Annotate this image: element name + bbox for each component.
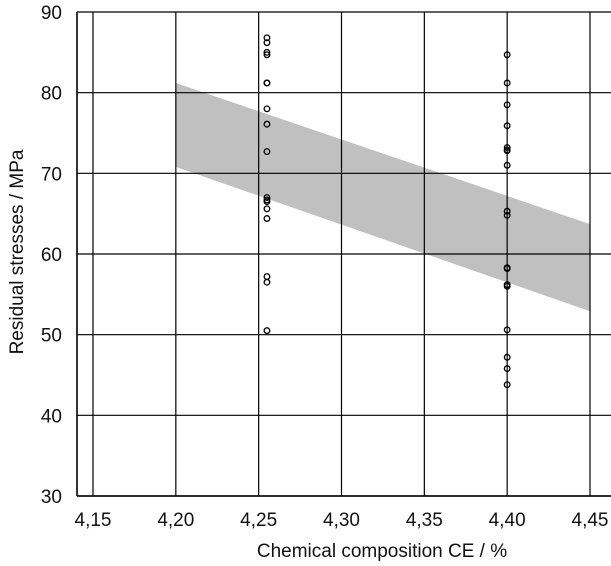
- x-tick-label-3: 4,30: [323, 510, 360, 531]
- y-tick-label-2: 50: [41, 326, 62, 347]
- data-point-3: [263, 51, 271, 59]
- data-point-6: [263, 120, 271, 128]
- y-tick-label-4: 70: [41, 164, 62, 185]
- data-point-12: [263, 215, 271, 222]
- x-tick-label-6: 4,45: [572, 510, 609, 531]
- data-point-8: [263, 194, 271, 201]
- grid-lines: [77, 11, 611, 497]
- data-point-5: [263, 105, 271, 113]
- x-tick-label-4: 4,35: [406, 510, 443, 531]
- data-point-17: [503, 51, 511, 59]
- x-tick-label-0: 4,15: [75, 510, 112, 531]
- y-tick-label-6: 90: [41, 3, 62, 24]
- data-point-7: [263, 148, 271, 156]
- data-point-20: [503, 122, 511, 130]
- data-point-14: [263, 278, 271, 286]
- scatter-band-layer: [175, 82, 591, 312]
- y-axis-title: Residual stresses / MPa: [7, 149, 28, 354]
- data-point-24: [503, 207, 511, 215]
- data-point-34: [503, 146, 511, 154]
- x-tick-label-1: 4,20: [157, 510, 194, 531]
- data-point-2: [263, 48, 271, 56]
- data-point-23: [503, 161, 511, 169]
- data-point-21: [503, 144, 511, 151]
- data-point-31: [503, 353, 511, 361]
- x-tick-label-5: 4,40: [489, 510, 526, 531]
- x-tick-labels: 4,15 4,20 4,25 4,30 4,35 4,40 4,45: [75, 510, 609, 531]
- data-point-25: [503, 211, 511, 219]
- data-point-27: [503, 265, 511, 272]
- y-tick-label-3: 60: [41, 245, 62, 266]
- data-point-15: [263, 327, 271, 335]
- y-tick-label-5: 80: [41, 84, 62, 105]
- data-point-1: [263, 39, 271, 47]
- data-point-0: [263, 34, 271, 42]
- data-point-13: [263, 273, 271, 281]
- y-tick-label-1: 40: [41, 406, 62, 427]
- data-points: [263, 34, 511, 389]
- scatter-band: [175, 82, 591, 312]
- data-point-10: [263, 198, 271, 206]
- x-axis-title: Chemical composition CE / %: [257, 541, 507, 562]
- data-point-32: [503, 365, 511, 372]
- data-point-18: [503, 79, 511, 87]
- data-point-33: [503, 381, 511, 389]
- axes-frame: [76, 12, 611, 497]
- data-point-29: [503, 282, 511, 290]
- data-point-30: [503, 326, 511, 334]
- x-tick-label-2: 4,25: [240, 510, 277, 531]
- y-tick-label-0: 30: [41, 487, 62, 508]
- data-point-16: [263, 79, 271, 87]
- data-point-11: [263, 205, 271, 213]
- y-tick-labels: 30 40 50 60 70 80 90: [41, 3, 62, 508]
- data-point-19: [503, 101, 511, 109]
